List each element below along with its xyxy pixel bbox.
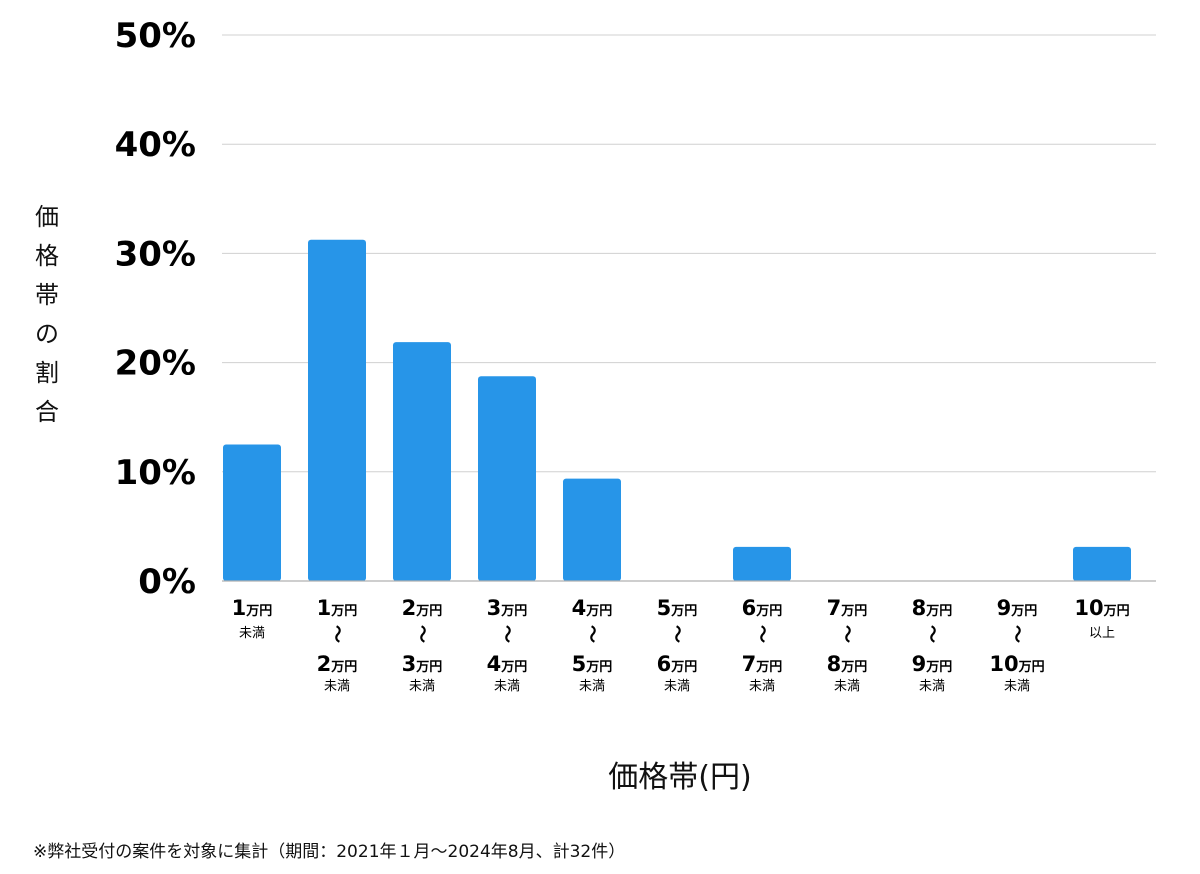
category-amount: 1万円 bbox=[232, 596, 273, 620]
category-amount: 6万円 bbox=[742, 596, 783, 620]
category-amount: 1万円 bbox=[317, 596, 358, 620]
category-qualifier: 未満 bbox=[749, 679, 775, 694]
category-amount: 10万円 bbox=[989, 652, 1044, 676]
category-amount: 5万円 bbox=[657, 596, 698, 620]
category-range-sep: 〜 bbox=[836, 625, 857, 643]
bar bbox=[1073, 546, 1131, 581]
x-axis-label: 価格帯(円) bbox=[608, 760, 751, 795]
category-range-sep: 〜 bbox=[496, 625, 517, 643]
bar bbox=[223, 444, 281, 581]
category-range-sep: 〜 bbox=[411, 625, 432, 643]
category-amount: 8万円 bbox=[827, 652, 868, 676]
bar bbox=[393, 342, 451, 581]
y-axis-label-char: 価 bbox=[35, 203, 59, 231]
gridlines bbox=[222, 34, 1156, 473]
y-axis-label-char: 合 bbox=[35, 398, 59, 426]
y-tick-label: 20% bbox=[115, 344, 196, 384]
y-axis-label-char: 格 bbox=[35, 242, 59, 270]
category-range-sep: 〜 bbox=[921, 625, 942, 643]
bar bbox=[563, 478, 621, 581]
y-axis-label-char: の bbox=[35, 320, 59, 348]
y-tick-label: 10% bbox=[115, 453, 196, 493]
category-amount: 9万円 bbox=[997, 596, 1038, 620]
category-qualifier: 未満 bbox=[1004, 679, 1030, 694]
y-axis-label-char: 割 bbox=[35, 359, 59, 387]
category-amount: 4万円 bbox=[572, 596, 613, 620]
category-qualifier: 未満 bbox=[494, 679, 520, 694]
y-axis-label-char: 帯 bbox=[35, 281, 59, 309]
category-range-sep: 〜 bbox=[666, 625, 687, 643]
y-tick-label: 0% bbox=[138, 562, 196, 602]
category-qualifier: 未満 bbox=[409, 679, 435, 694]
category-amount: 3万円 bbox=[402, 652, 443, 676]
bar bbox=[733, 546, 791, 581]
category-amount: 4万円 bbox=[487, 652, 528, 676]
category-range-sep: 〜 bbox=[751, 625, 772, 643]
category-qualifier: 未満 bbox=[239, 626, 265, 641]
y-tick-label: 30% bbox=[115, 234, 196, 274]
category-range-sep: 〜 bbox=[326, 625, 347, 643]
y-axis-tick-labels: 0% 10% 20% 30% 40% 50% bbox=[115, 16, 196, 602]
y-tick-label: 40% bbox=[115, 125, 196, 165]
category-amount: 2万円 bbox=[317, 652, 358, 676]
category-qualifier: 未満 bbox=[324, 679, 350, 694]
category-amount: 10万円 bbox=[1074, 596, 1129, 620]
category-qualifier: 未満 bbox=[664, 679, 690, 694]
category-qualifier: 未満 bbox=[834, 679, 860, 694]
category-amount: 7万円 bbox=[827, 596, 868, 620]
category-qualifier: 未満 bbox=[579, 679, 605, 694]
category-range-sep: 〜 bbox=[1006, 625, 1027, 643]
category-amount: 6万円 bbox=[657, 652, 698, 676]
category-amount: 3万円 bbox=[487, 596, 528, 620]
category-qualifier: 未満 bbox=[919, 679, 945, 694]
bars bbox=[223, 239, 1131, 581]
category-amount: 7万円 bbox=[742, 652, 783, 676]
category-range-sep: 〜 bbox=[581, 625, 602, 643]
category-amount: 8万円 bbox=[912, 596, 953, 620]
category-amount: 2万円 bbox=[402, 596, 443, 620]
y-tick-label: 50% bbox=[115, 16, 196, 56]
footnote: ※弊社受付の案件を対象に集計（期間：2021年１月～2024年8月、計32件） bbox=[33, 842, 625, 862]
category-qualifier: 以上 bbox=[1089, 626, 1115, 641]
category-amount: 9万円 bbox=[912, 652, 953, 676]
category-amount: 5万円 bbox=[572, 652, 613, 676]
x-axis-category-labels: 1万円未満1万円〜2万円未満2万円〜3万円未満3万円〜4万円未満4万円〜5万円未… bbox=[232, 596, 1130, 694]
bar bbox=[478, 376, 536, 581]
bar bbox=[308, 239, 366, 581]
